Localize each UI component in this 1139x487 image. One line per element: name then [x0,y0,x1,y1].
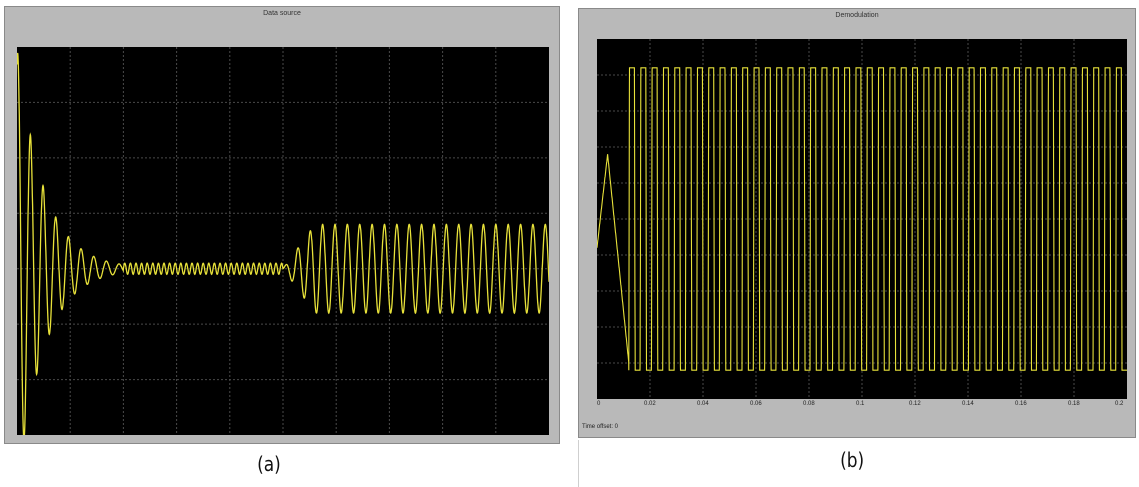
chart-b-x-tick-label: 0.14 [962,401,974,407]
scope-window-a: Data source [4,6,560,444]
chart-a-series-line [17,52,549,435]
scope-title-b: Demodulation [835,12,879,19]
status-text-b: Time offset: 0 [582,424,619,430]
chart-b-x-tick-label: 0.06 [750,401,762,407]
chart-b-x-tick-label: 0.2 [1115,401,1124,407]
chart-b-x-tick-label: 0 [597,401,601,407]
scope-title-a: Data source [263,10,301,17]
chart-b-x-tick-label: 0.02 [644,401,656,407]
plot-area-b [597,39,1127,399]
chart-b-x-tick-label: 0.12 [909,401,921,407]
panel-divider [578,440,579,487]
chart-b-series-line [597,67,1127,371]
scope-window-b: Demodulation 0 0.02 0.04 0.06 0.08 0.1 0.12 0.1… [578,8,1136,438]
chart-a [17,47,549,435]
chart-b-x-tick-label: 0.08 [803,401,815,407]
chart-b-x-tick-label: 0.16 [1015,401,1027,407]
caption-a: (a) [257,452,281,476]
caption-b: (b) [840,448,865,472]
chart-b-x-tick-label: 0.1 [856,401,865,407]
plot-area-a [17,47,549,435]
chart-b-x-tick-label: 0.04 [697,401,709,407]
chart-b [597,39,1127,399]
x-tick-labels-b: 0 0.02 0.04 0.06 0.08 0.1 0.12 0.14 0.16 0.18 0.2 [597,401,1127,411]
chart-b-x-tick-label: 0.18 [1068,401,1080,407]
